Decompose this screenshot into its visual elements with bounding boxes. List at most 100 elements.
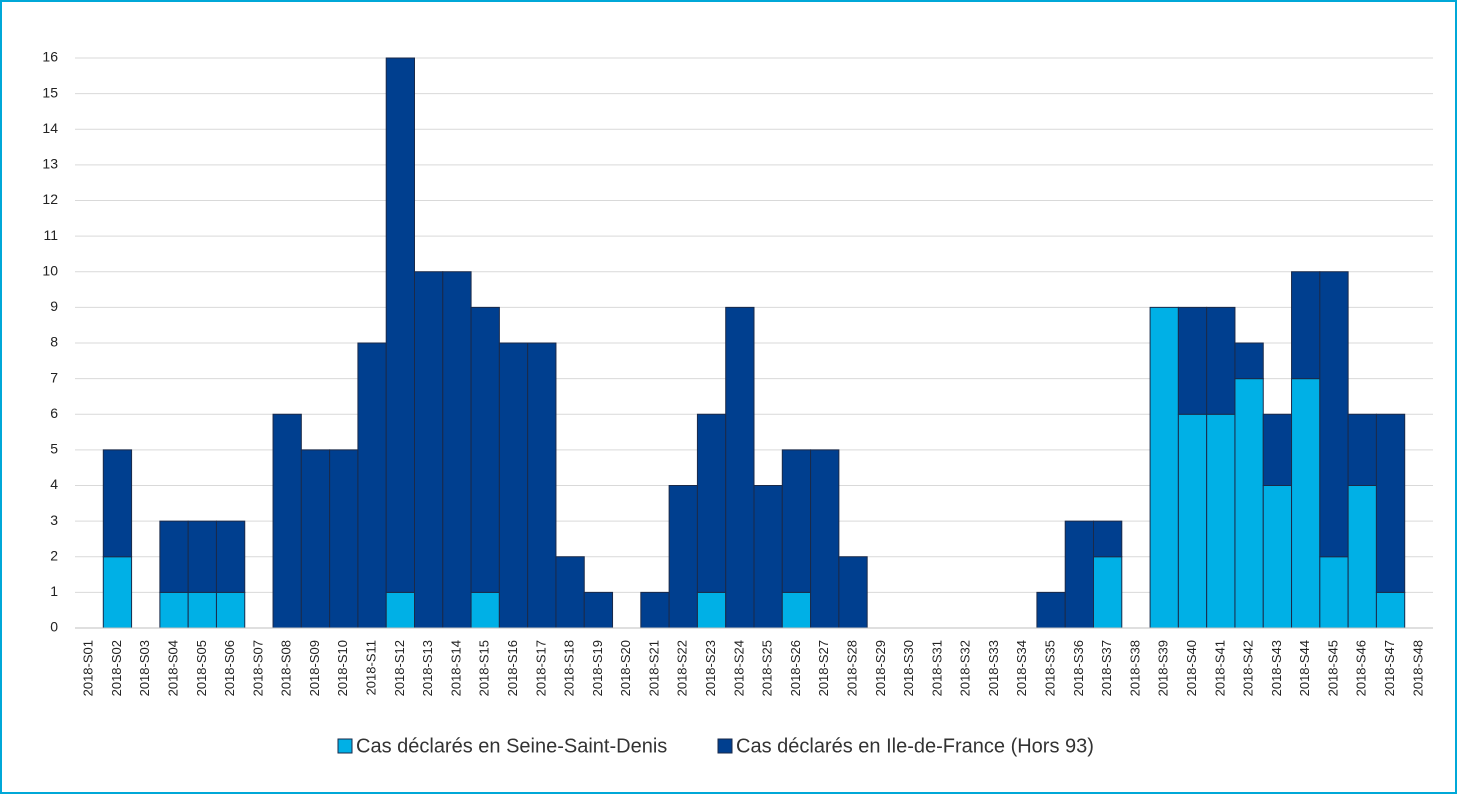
bar-segment bbox=[329, 449, 359, 629]
bar-segment bbox=[470, 591, 500, 629]
y-tick-label: 0 bbox=[50, 619, 58, 635]
x-tick-label: 2018-S01 bbox=[81, 640, 96, 696]
bar-segment bbox=[555, 556, 585, 629]
x-tick-label: 2018-S05 bbox=[194, 640, 209, 696]
y-tick-label: 11 bbox=[43, 227, 58, 243]
y-tick-label: 1 bbox=[50, 583, 58, 599]
x-tick-label: 2018-S36 bbox=[1071, 640, 1086, 696]
x-tick-label: 2018-S02 bbox=[109, 640, 124, 696]
y-tick-label: 8 bbox=[50, 334, 58, 350]
x-tick-label: 2018-S41 bbox=[1212, 640, 1227, 696]
legend-swatch bbox=[717, 738, 733, 754]
x-tick-label: 2018-S19 bbox=[590, 640, 605, 696]
bar-segment bbox=[414, 271, 444, 629]
bar-segment bbox=[1234, 378, 1264, 629]
y-tick-label: 6 bbox=[50, 405, 58, 421]
bar-segment bbox=[385, 591, 416, 629]
x-tick-label: 2018-S38 bbox=[1127, 640, 1142, 696]
x-tick-label: 2018-S13 bbox=[420, 640, 435, 696]
bar-segment bbox=[781, 591, 812, 629]
x-tick-label: 2018-S04 bbox=[165, 640, 180, 696]
x-tick-label: 2018-S44 bbox=[1297, 640, 1312, 696]
x-tick-label: 2018-S43 bbox=[1269, 640, 1284, 696]
bar-segment bbox=[1291, 378, 1321, 629]
x-tick-label: 2018-S10 bbox=[335, 640, 350, 696]
bar-segment bbox=[1291, 271, 1321, 380]
y-tick-label: 12 bbox=[42, 191, 58, 207]
x-tick-label: 2018-S34 bbox=[1014, 640, 1029, 696]
bar-segment bbox=[498, 342, 529, 629]
bar-segment bbox=[1319, 556, 1349, 629]
bar-segment bbox=[583, 591, 614, 629]
bar-segment bbox=[470, 306, 500, 593]
x-tick-label: 2018-S18 bbox=[562, 640, 577, 696]
y-tick-label: 10 bbox=[42, 262, 58, 278]
bar-segment bbox=[1149, 306, 1179, 629]
x-tick-label: 2018-S22 bbox=[675, 640, 690, 696]
x-tick-label: 2018-S17 bbox=[533, 640, 548, 696]
bar-segment bbox=[1347, 413, 1377, 486]
x-tick-label: 2018-S32 bbox=[958, 640, 973, 696]
x-tick-label: 2018-S39 bbox=[1156, 640, 1171, 696]
y-tick-label: 16 bbox=[42, 49, 58, 65]
x-tick-label: 2018-S15 bbox=[477, 640, 492, 696]
y-tick-label: 9 bbox=[50, 298, 58, 314]
legend-swatch bbox=[337, 738, 353, 754]
bar-segment bbox=[1319, 271, 1349, 558]
x-tick-label: 2018-S03 bbox=[137, 640, 152, 696]
bar-segment bbox=[1093, 556, 1123, 629]
bar-segment bbox=[187, 591, 217, 629]
x-tick-label: 2018-S29 bbox=[873, 640, 888, 696]
bar-segment bbox=[357, 342, 387, 629]
x-tick-label: 2018-S28 bbox=[844, 640, 859, 696]
bar-segment bbox=[215, 591, 246, 629]
x-tick-label: 2018-S14 bbox=[448, 640, 463, 696]
x-tick-label: 2018-S11 bbox=[364, 640, 379, 695]
bar-segment bbox=[725, 306, 755, 629]
x-tick-label: 2018-S08 bbox=[279, 640, 294, 696]
bar-segment bbox=[272, 413, 302, 629]
x-tick-label: 2018-S45 bbox=[1325, 640, 1340, 696]
bar-segment bbox=[1093, 520, 1123, 558]
y-tick-label: 14 bbox=[42, 120, 58, 136]
x-tick-label: 2018-S09 bbox=[307, 640, 322, 696]
bar-segment bbox=[159, 520, 189, 593]
x-tick-label: 2018-S48 bbox=[1410, 640, 1425, 696]
x-tick-label: 2018-S12 bbox=[392, 640, 407, 696]
bar-segment bbox=[696, 591, 727, 629]
x-tick-label: 2018-S25 bbox=[760, 640, 775, 696]
bar-segment bbox=[1064, 520, 1095, 629]
bar-segment bbox=[640, 591, 670, 629]
x-tick-label: 2018-S06 bbox=[222, 640, 237, 696]
bar-segment bbox=[1262, 413, 1293, 486]
x-tick-label: 2018-S20 bbox=[618, 640, 633, 696]
y-tick-label: 7 bbox=[50, 369, 58, 385]
bar-segment bbox=[102, 449, 133, 558]
x-tick-label: 2018-S46 bbox=[1354, 640, 1369, 696]
y-tick-label: 13 bbox=[42, 156, 58, 172]
x-tick-label: 2018-S27 bbox=[816, 640, 831, 696]
x-tick-label: 2018-S47 bbox=[1382, 640, 1397, 696]
y-tick-label: 15 bbox=[42, 84, 58, 100]
x-tick-label: 2018-S30 bbox=[901, 640, 916, 696]
bar-segment bbox=[1234, 342, 1264, 380]
bar-segment bbox=[1177, 413, 1208, 629]
x-tick-label: 2018-S31 bbox=[929, 640, 944, 696]
bar-segment bbox=[781, 449, 812, 593]
bar-segment bbox=[300, 449, 331, 629]
bar-segment bbox=[102, 556, 133, 629]
x-tick-label: 2018-S24 bbox=[731, 640, 746, 696]
x-tick-label: 2018-S23 bbox=[703, 640, 718, 696]
y-tick-label: 5 bbox=[50, 441, 58, 457]
bar-segment bbox=[1206, 413, 1236, 629]
x-tick-label: 2018-S16 bbox=[505, 640, 520, 696]
bar-segment bbox=[668, 485, 698, 629]
bar-segment bbox=[187, 520, 217, 593]
x-tick-label: 2018-S26 bbox=[788, 640, 803, 696]
bar-segment bbox=[1375, 591, 1406, 629]
x-tick-label: 2018-S40 bbox=[1184, 640, 1199, 696]
bar-segment bbox=[838, 556, 868, 629]
bar-segment bbox=[696, 413, 727, 593]
